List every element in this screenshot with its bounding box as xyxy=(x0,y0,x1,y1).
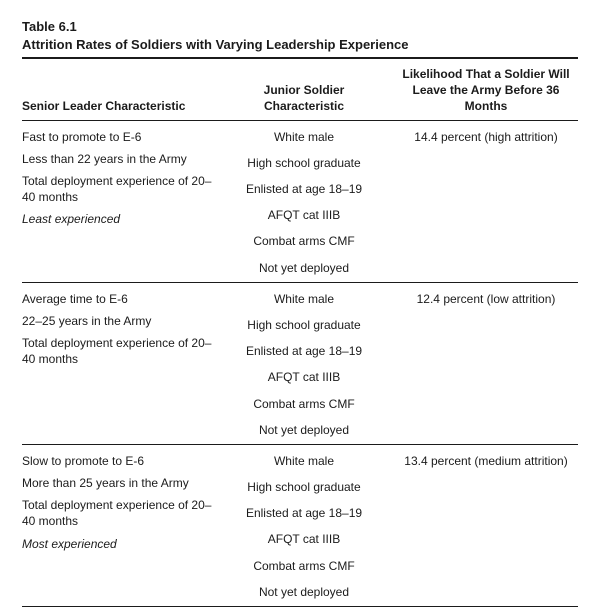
junior-line: White male xyxy=(220,291,388,307)
senior-cell: Average time to E-6 22–25 years in the Ar… xyxy=(22,291,220,438)
junior-line: AFQT cat IIIB xyxy=(220,207,388,223)
header-row: Senior Leader Characteristic Junior Sold… xyxy=(22,63,578,118)
senior-line: Less than 22 years in the Army xyxy=(22,151,214,167)
junior-line: AFQT cat IIIB xyxy=(220,531,388,547)
likelihood-cell: 14.4 percent (high attrition) xyxy=(388,129,578,276)
senior-line: Least experienced xyxy=(22,211,214,227)
top-rule xyxy=(22,57,578,59)
junior-line: Combat arms CMF xyxy=(220,233,388,249)
table-title: Attrition Rates of Soldiers with Varying… xyxy=(22,36,578,54)
junior-cell: White male High school graduate Enlisted a… xyxy=(220,291,388,438)
senior-line: Fast to promote to E-6 xyxy=(22,129,214,145)
junior-line: White male xyxy=(220,453,388,469)
table-row-group: Fast to promote to E-6 Less than 22 years… xyxy=(22,123,578,280)
junior-line: Enlisted at age 18–19 xyxy=(220,505,388,521)
group-divider xyxy=(22,444,578,445)
junior-line: Enlisted at age 18–19 xyxy=(220,181,388,197)
senior-line: More than 25 years in the Army xyxy=(22,475,214,491)
header-likelihood: Likelihood That a Soldier Will Leave the… xyxy=(388,66,578,115)
junior-line: Enlisted at age 18–19 xyxy=(220,343,388,359)
table-container: Table 6.1 Attrition Rates of Soldiers wi… xyxy=(0,0,600,577)
senior-line: 22–25 years in the Army xyxy=(22,313,214,329)
junior-line: Not yet deployed xyxy=(220,584,388,600)
likelihood-cell: 13.4 percent (medium attrition) xyxy=(388,453,578,600)
table-row-group: Slow to promote to E-6 More than 25 years… xyxy=(22,447,578,604)
junior-line: Not yet deployed xyxy=(220,422,388,438)
junior-line: Not yet deployed xyxy=(220,260,388,276)
junior-line: Combat arms CMF xyxy=(220,396,388,412)
group-divider xyxy=(22,282,578,283)
junior-line: High school graduate xyxy=(220,155,388,171)
junior-line: AFQT cat IIIB xyxy=(220,369,388,385)
senior-line: Total deployment experience of 20–40 mon… xyxy=(22,335,214,367)
junior-cell: White male High school graduate Enlisted a… xyxy=(220,129,388,276)
likelihood-cell: 12.4 percent (low attrition) xyxy=(388,291,578,438)
header-rule xyxy=(22,120,578,121)
header-junior: Junior Soldier Characteristic xyxy=(220,82,388,114)
junior-line: High school graduate xyxy=(220,479,388,495)
junior-cell: White male High school graduate Enlisted a… xyxy=(220,453,388,600)
senior-cell: Fast to promote to E-6 Less than 22 years… xyxy=(22,129,220,276)
senior-line: Slow to promote to E-6 xyxy=(22,453,214,469)
table-label: Table 6.1 xyxy=(22,18,578,36)
junior-line: White male xyxy=(220,129,388,145)
senior-line: Total deployment experience of 20–40 mon… xyxy=(22,497,214,529)
table-body: Fast to promote to E-6 Less than 22 years… xyxy=(22,123,578,604)
table-row-group: Average time to E-6 22–25 years in the Ar… xyxy=(22,285,578,442)
senior-line: Most experienced xyxy=(22,536,214,552)
header-senior: Senior Leader Characteristic xyxy=(22,98,220,114)
senior-line: Total deployment experience of 20–40 mon… xyxy=(22,173,214,205)
junior-line: Combat arms CMF xyxy=(220,558,388,574)
junior-line: High school graduate xyxy=(220,317,388,333)
senior-cell: Slow to promote to E-6 More than 25 years… xyxy=(22,453,220,600)
senior-line: Average time to E-6 xyxy=(22,291,214,307)
